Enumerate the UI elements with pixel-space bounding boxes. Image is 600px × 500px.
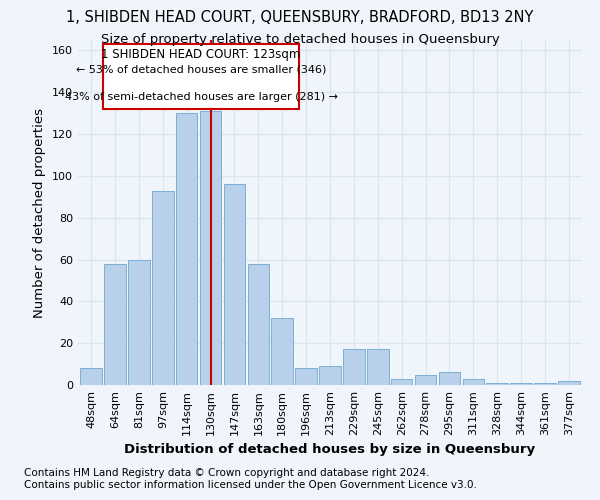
Bar <box>511 383 532 385</box>
Bar <box>80 368 102 385</box>
Text: ← 53% of detached houses are smaller (346): ← 53% of detached houses are smaller (34… <box>76 64 326 74</box>
Bar <box>295 368 317 385</box>
Text: 43% of semi-detached houses are larger (281) →: 43% of semi-detached houses are larger (… <box>65 92 338 102</box>
Bar <box>104 264 126 385</box>
Bar <box>439 372 460 385</box>
Bar <box>176 113 197 385</box>
Bar <box>224 184 245 385</box>
Bar <box>200 111 221 385</box>
Bar <box>152 190 173 385</box>
X-axis label: Distribution of detached houses by size in Queensbury: Distribution of detached houses by size … <box>124 444 536 456</box>
Bar <box>391 378 412 385</box>
Bar <box>343 350 365 385</box>
Bar <box>128 260 149 385</box>
Text: Contains public sector information licensed under the Open Government Licence v3: Contains public sector information licen… <box>24 480 477 490</box>
Text: Contains HM Land Registry data © Crown copyright and database right 2024.: Contains HM Land Registry data © Crown c… <box>24 468 430 478</box>
Text: Size of property relative to detached houses in Queensbury: Size of property relative to detached ho… <box>101 32 499 46</box>
Bar <box>367 350 389 385</box>
Bar <box>415 374 436 385</box>
Bar <box>319 366 341 385</box>
Bar <box>487 383 508 385</box>
Text: 1, SHIBDEN HEAD COURT, QUEENSBURY, BRADFORD, BD13 2NY: 1, SHIBDEN HEAD COURT, QUEENSBURY, BRADF… <box>67 10 533 25</box>
Text: 1 SHIBDEN HEAD COURT: 123sqm: 1 SHIBDEN HEAD COURT: 123sqm <box>101 48 301 60</box>
Bar <box>558 381 580 385</box>
Bar <box>463 378 484 385</box>
Y-axis label: Number of detached properties: Number of detached properties <box>34 108 46 318</box>
Bar <box>534 383 556 385</box>
FancyBboxPatch shape <box>103 44 299 109</box>
Bar <box>248 264 269 385</box>
Bar <box>271 318 293 385</box>
